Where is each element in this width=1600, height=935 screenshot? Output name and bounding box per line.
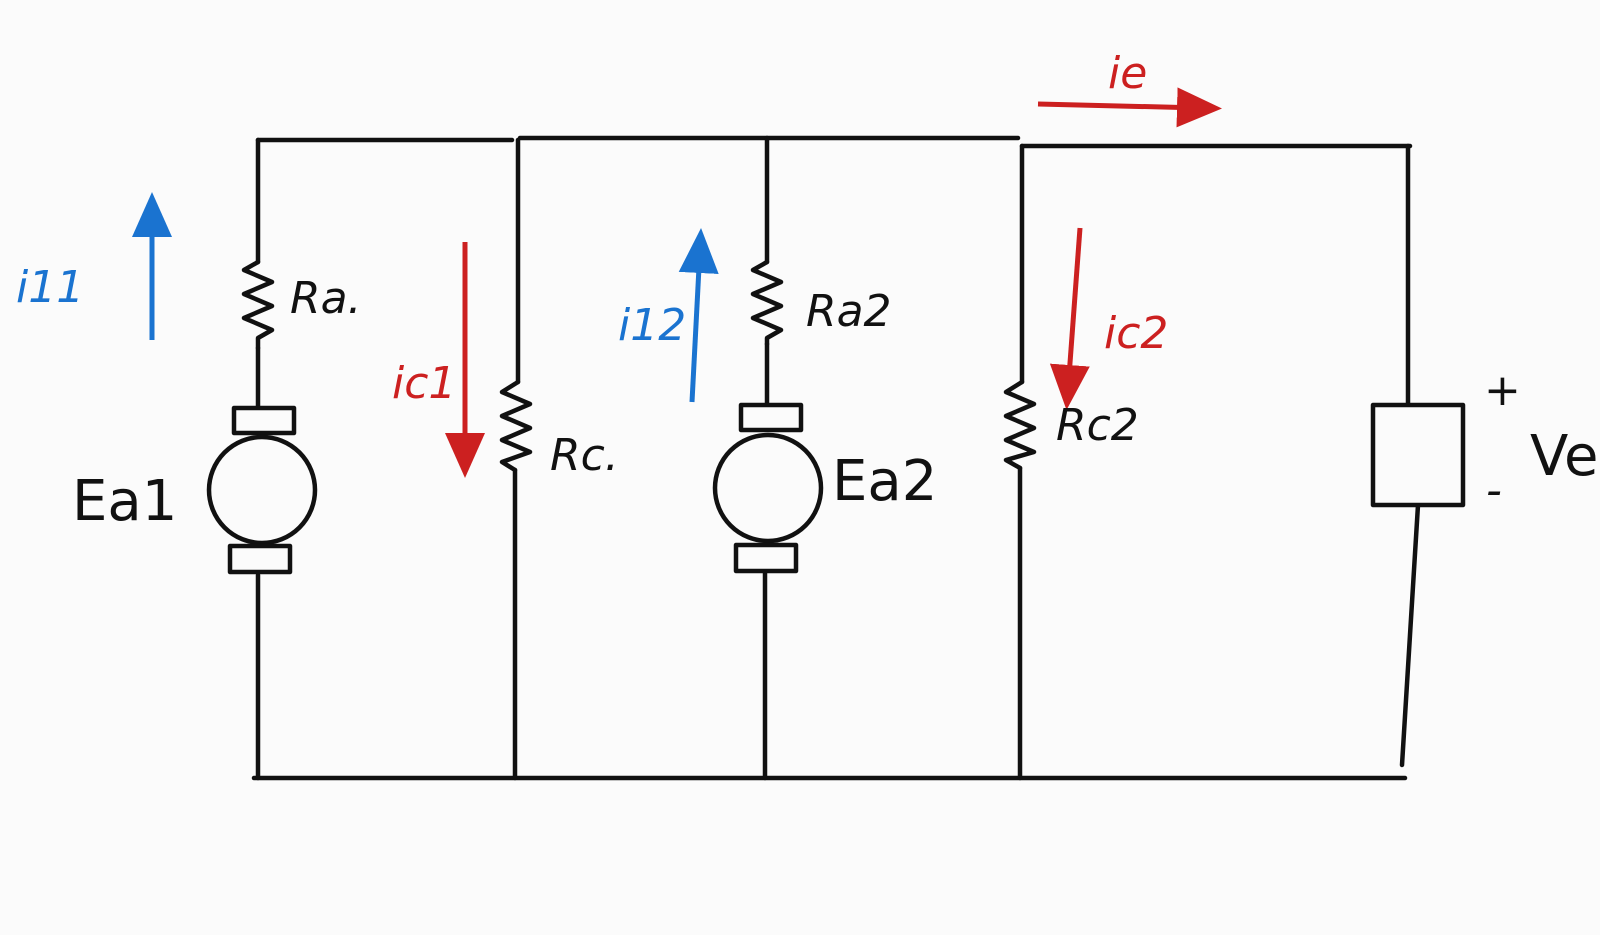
- resistor-rc1: [499, 379, 533, 473]
- label-ve: Ve: [1530, 424, 1598, 489]
- brush-top-ea2: [738, 402, 804, 433]
- arrow-ic2: [1049, 227, 1090, 410]
- label-ea2: Ea2: [832, 449, 937, 514]
- label-rc2: Rc2: [1056, 400, 1139, 451]
- label-ic2: ic2: [1104, 308, 1168, 359]
- label-ra1: Ra.: [290, 273, 362, 324]
- load-ve-box: [1370, 402, 1466, 508]
- label-ic1: ic1: [392, 358, 456, 409]
- label-minus: -: [1486, 465, 1502, 516]
- label-ia2: i12: [618, 300, 686, 351]
- brush-top-ea1: [231, 405, 297, 436]
- brush-bottom-ea1: [227, 543, 293, 575]
- top-rail-wire: [255, 135, 1413, 149]
- branch5-wire: [1399, 143, 1421, 768]
- label-ra2: Ra2: [806, 286, 892, 337]
- resistor-rc2: [1003, 379, 1037, 471]
- arrow-ia2: [678, 228, 719, 403]
- label-rc1: Rc.: [550, 430, 619, 481]
- label-plus: +: [1484, 365, 1521, 416]
- branch4-wire: [1017, 143, 1025, 781]
- resistor-ra2: [750, 259, 784, 347]
- arrow-ie: [1037, 87, 1222, 128]
- label-ia1: i11: [16, 262, 84, 313]
- motor-ea2-icon: [712, 432, 824, 544]
- label-ea1: Ea1: [72, 469, 177, 534]
- branch2-wire: [512, 137, 521, 781]
- resistor-ra1: [241, 259, 275, 351]
- brush-bottom-ea2: [733, 542, 799, 574]
- motor-ea1-icon: [206, 434, 318, 546]
- label-ie: ie: [1108, 48, 1147, 99]
- branch3-wire: [762, 135, 770, 781]
